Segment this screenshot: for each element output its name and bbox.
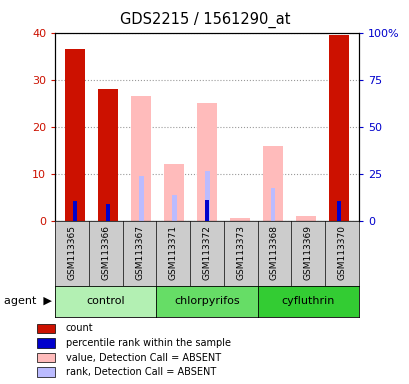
Text: GSM113369: GSM113369 xyxy=(303,225,312,280)
Bar xyxy=(138,176,143,221)
Bar xyxy=(98,89,118,221)
Text: value, Detection Call = ABSENT: value, Detection Call = ABSENT xyxy=(65,353,220,362)
Bar xyxy=(106,204,110,221)
Bar xyxy=(131,96,151,221)
Bar xyxy=(205,200,208,221)
Text: GSM113368: GSM113368 xyxy=(269,225,278,280)
Bar xyxy=(270,188,275,221)
Bar xyxy=(263,146,282,221)
Text: count: count xyxy=(65,323,93,333)
Text: GDS2215 / 1561290_at: GDS2215 / 1561290_at xyxy=(119,12,290,28)
Text: GSM113373: GSM113373 xyxy=(236,225,245,280)
Text: GSM113366: GSM113366 xyxy=(101,225,110,280)
Bar xyxy=(197,103,216,221)
Bar xyxy=(164,164,184,221)
Text: rank, Detection Call = ABSENT: rank, Detection Call = ABSENT xyxy=(65,367,215,377)
Text: GSM113367: GSM113367 xyxy=(135,225,144,280)
Text: GSM113370: GSM113370 xyxy=(337,225,346,280)
Bar xyxy=(337,201,340,221)
Bar xyxy=(73,201,76,221)
Bar xyxy=(328,35,348,221)
Text: GSM113371: GSM113371 xyxy=(169,225,178,280)
Bar xyxy=(65,49,85,221)
Bar xyxy=(204,171,209,221)
Text: percentile rank within the sample: percentile rank within the sample xyxy=(65,338,230,348)
Text: control: control xyxy=(86,296,125,306)
Bar xyxy=(229,218,249,221)
Text: cyfluthrin: cyfluthrin xyxy=(281,296,334,306)
Text: agent  ▶: agent ▶ xyxy=(4,296,52,306)
Text: GSM113372: GSM113372 xyxy=(202,225,211,280)
Text: GSM113365: GSM113365 xyxy=(67,225,76,280)
Bar xyxy=(171,195,176,221)
Bar xyxy=(295,216,315,221)
Text: chlorpyrifos: chlorpyrifos xyxy=(174,296,239,306)
